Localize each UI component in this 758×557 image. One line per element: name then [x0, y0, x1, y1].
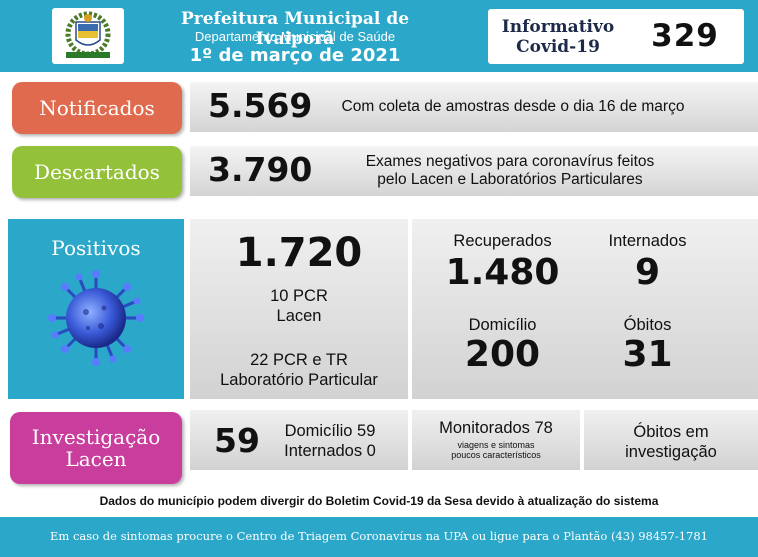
- investigacao-label: Investigação Lacen: [10, 412, 182, 484]
- descartados-description-line2: pelo Lacen e Laboratórios Particulares: [377, 171, 643, 188]
- notificados-bar: [190, 82, 758, 132]
- recuperados-label: Recuperados: [453, 232, 552, 250]
- domicilio-label: Domicílio: [468, 316, 537, 334]
- recuperados-value: 1.480: [445, 252, 560, 293]
- footer-bar: [0, 517, 758, 557]
- notificados-label: Notificados: [12, 82, 182, 134]
- descartados-description: Exames negativos para coronavírus feitos…: [330, 153, 690, 189]
- obitos-label: Óbitos: [623, 316, 672, 334]
- department-name: Departamento Municipal de Saúde: [194, 29, 396, 44]
- positivos-lab-line2: Laboratório Particular: [220, 371, 378, 389]
- status-cell: [412, 219, 758, 399]
- obitos-investigacao-cell: [584, 410, 758, 470]
- investigacao-internados: Internados 0: [284, 442, 376, 460]
- prefeitura-title: Prefeitura Municipal de Ivaiporã: [180, 9, 410, 49]
- notificados-value: 5.569: [208, 86, 313, 125]
- footer-contact-text: Em caso de sintomas procure o Centro de …: [50, 529, 708, 543]
- descartados-bar: [190, 146, 758, 196]
- bulletin-label-line1: Informativo: [501, 17, 615, 37]
- investigacao-breakdown: Domicílio 59 Internados 0: [268, 421, 392, 461]
- descartados-label: Descartados: [12, 146, 182, 198]
- positivos-lab-line1: 22 PCR e TR: [250, 351, 348, 369]
- descartados-value: 3.790: [208, 150, 313, 189]
- positivos-lacen-line2: Lacen: [276, 307, 322, 325]
- bulletin-date: 1º de março de 2021: [189, 45, 401, 66]
- investigacao-main-cell: [190, 410, 408, 470]
- positivos-label: Positivos: [51, 236, 141, 260]
- coronavirus-icon: [46, 268, 146, 368]
- positivos-value: 1.720: [235, 230, 363, 276]
- investigacao-label-line2: Lacen: [65, 447, 127, 471]
- bulletin-info-box: Informativo Covid-19 329: [488, 9, 744, 64]
- monitorados-note-line2: poucos característicos: [451, 450, 541, 460]
- domicilio-value: 200: [464, 334, 541, 375]
- bulletin-number: 329: [651, 18, 719, 54]
- investigacao-label-line1: Investigação: [31, 425, 161, 449]
- notificados-description: Com coleta de amostras desde o dia 16 de…: [341, 98, 685, 115]
- obitos-investigacao: Óbitos em investigação: [584, 422, 758, 462]
- descartados-description-line1: Exames negativos para coronavírus feitos: [365, 153, 655, 170]
- monitorados-note: viagens e sintomas poucos característico…: [412, 440, 580, 460]
- positivos-lacen: 10 PCR Lacen: [190, 286, 408, 326]
- internados-label: Internados: [608, 232, 687, 250]
- obitos-value: 31: [622, 334, 673, 375]
- positivos-lacen-line1: 10 PCR: [270, 287, 328, 305]
- obitos-investigacao-line2: investigação: [625, 443, 717, 461]
- positivos-laboratorio: 22 PCR e TR Laboratório Particular: [190, 350, 408, 390]
- investigacao-domicilio: Domicílio 59: [284, 422, 376, 440]
- bulletin-label: Informativo Covid-19: [494, 17, 622, 57]
- bulletin-label-line2: Covid-19: [516, 37, 600, 57]
- monitorados-cell: [412, 410, 580, 470]
- internados-value: 9: [634, 252, 661, 293]
- monitorados-note-line1: viagens e sintomas: [457, 440, 535, 450]
- investigacao-value: 59: [214, 421, 260, 460]
- data-divergence-note: Dados do município podem divergir do Bol…: [99, 494, 659, 508]
- municipal-coat-of-arms-icon: [52, 8, 124, 64]
- obitos-investigacao-line1: Óbitos em: [633, 423, 709, 441]
- positivos-detail-cell: [190, 219, 408, 399]
- monitorados-value: Monitorados 78: [439, 419, 553, 437]
